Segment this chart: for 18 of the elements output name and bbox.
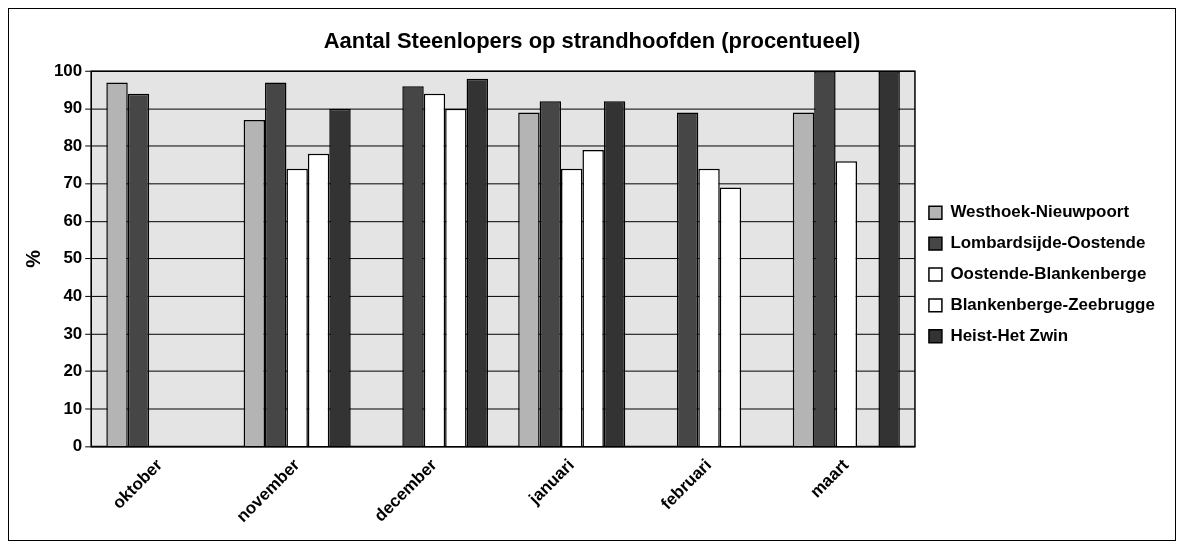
chart-title: Aantal Steenlopers op strandhoofden (procentueel) (323, 28, 861, 54)
legend-label: Oostende-Blankenberge (950, 264, 1147, 284)
y-tick-label: 90 (63, 98, 83, 118)
legend-label: Heist-Het Zwin (950, 325, 1069, 345)
y-tick-label: 70 (63, 173, 83, 193)
legend-label: Westhoek-Nieuwpoort (950, 202, 1130, 222)
y-tick-label: 20 (63, 361, 83, 381)
y-tick-label: 100 (53, 60, 83, 80)
y-tick-label: 30 (63, 323, 83, 343)
y-tick-label: 50 (63, 248, 83, 268)
y-tick-label: 60 (63, 210, 83, 230)
legend-label: Blankenberge-Zeebrugge (950, 295, 1155, 315)
y-tick-label: 40 (63, 286, 83, 306)
legend-label: Lombardsijde-Oostende (950, 233, 1146, 253)
y-tick-label: 10 (63, 398, 83, 418)
y-axis-title: % (22, 249, 45, 268)
y-tick-label: 80 (63, 135, 83, 155)
y-tick-label: 0 (72, 436, 83, 456)
